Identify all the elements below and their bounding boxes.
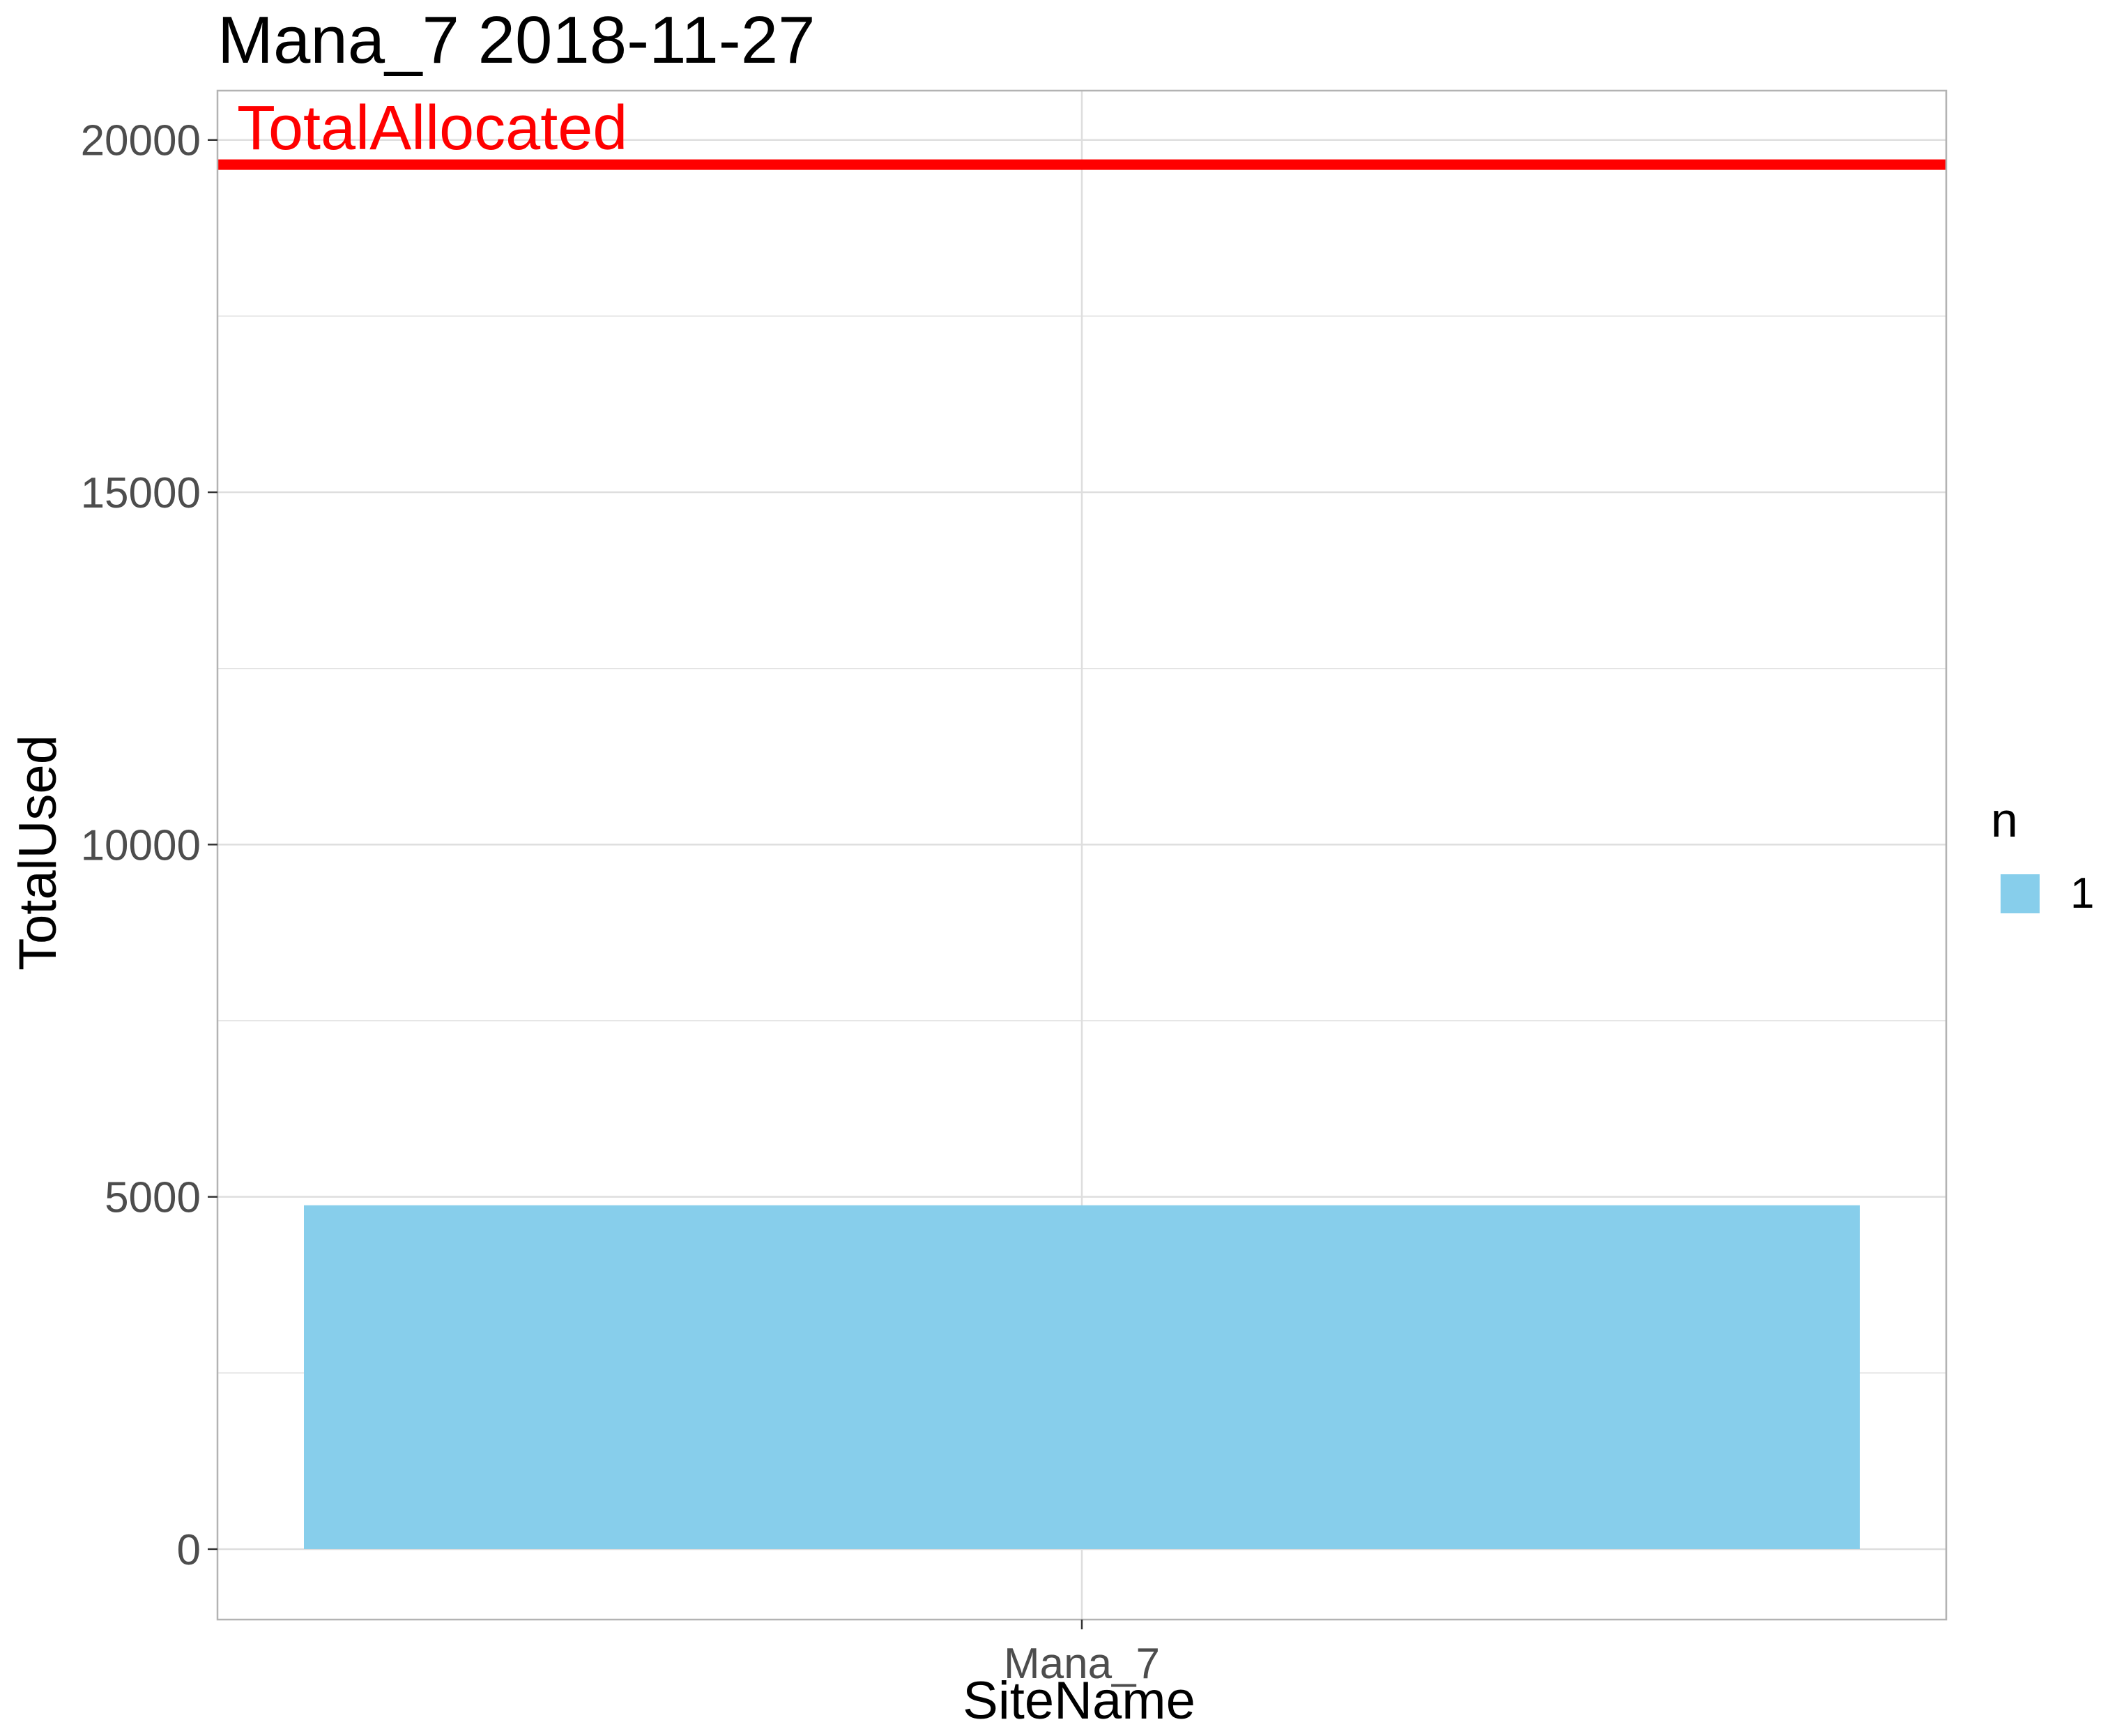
x-tick-label: Mana_7 [1004, 1640, 1160, 1688]
y-tick-label: 0 [177, 1526, 201, 1574]
reference-line-label: TotalAllocated [237, 93, 627, 163]
legend-entry-label: 1 [2070, 869, 2094, 918]
y-axis-title: TotalUsed [8, 735, 68, 970]
y-axis: 0 5000 10000 15000 20000 [81, 117, 217, 1574]
y-tick-label: 5000 [105, 1174, 201, 1222]
y-tick-label: 15000 [81, 469, 201, 517]
y-tick-label: 10000 [81, 821, 201, 869]
bar [304, 1205, 1860, 1549]
x-axis-title: SiteName [963, 1671, 1195, 1730]
reference-line-group: TotalAllocated [217, 93, 1946, 170]
bars [304, 1205, 1860, 1549]
legend-entries: 1 [2001, 869, 2094, 918]
x-axis: Mana_7 [1004, 1620, 1160, 1688]
legend: n 1 [1991, 793, 2094, 918]
legend-key [2001, 874, 2040, 913]
legend-title: n [1991, 793, 2018, 847]
y-tick-label: 20000 [81, 117, 201, 165]
chart-title: Mana_7 2018-11-27 [217, 3, 816, 77]
plot-area: TotalAllocated [216, 89, 1948, 1621]
